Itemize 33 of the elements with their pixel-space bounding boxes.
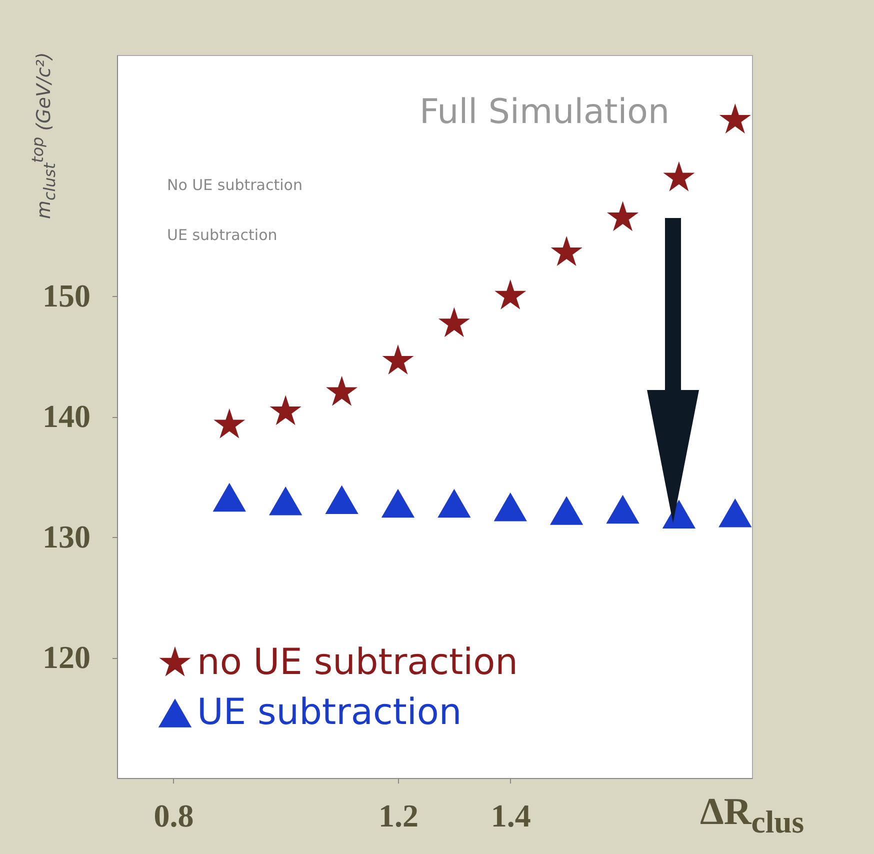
point — [438, 488, 471, 518]
x-tick-label: 1.4 — [490, 798, 531, 834]
point — [494, 279, 526, 310]
point — [494, 492, 527, 522]
annotation: UE subtraction — [167, 226, 278, 244]
point — [606, 201, 639, 232]
point — [214, 408, 246, 438]
text: Full Simulation — [419, 92, 670, 132]
point — [550, 496, 584, 525]
x-axis-title: ΔR$_{clus}$ — [700, 790, 804, 841]
y-tick-label: 150 — [42, 278, 90, 314]
legend-label: UE subtraction — [197, 692, 462, 733]
legend-label: no UE subtraction — [197, 642, 518, 683]
point — [382, 344, 414, 374]
point — [325, 485, 358, 514]
point — [270, 395, 302, 426]
x-tick-label: 1.2 — [378, 798, 418, 834]
point — [550, 236, 582, 266]
x-tick-label: 0.8 — [154, 798, 194, 834]
point — [381, 488, 415, 518]
point — [662, 500, 696, 528]
point — [606, 494, 640, 524]
y-tick-label: 120 — [42, 639, 90, 675]
point — [663, 161, 695, 192]
point — [212, 482, 246, 512]
point — [718, 498, 752, 528]
y-tick-label: 130 — [42, 518, 90, 554]
point — [326, 376, 358, 406]
point — [719, 103, 751, 134]
annotation: No UE subtraction — [167, 176, 302, 194]
point — [269, 486, 302, 516]
point — [438, 307, 470, 338]
y-tick-label: 140 — [42, 398, 90, 434]
